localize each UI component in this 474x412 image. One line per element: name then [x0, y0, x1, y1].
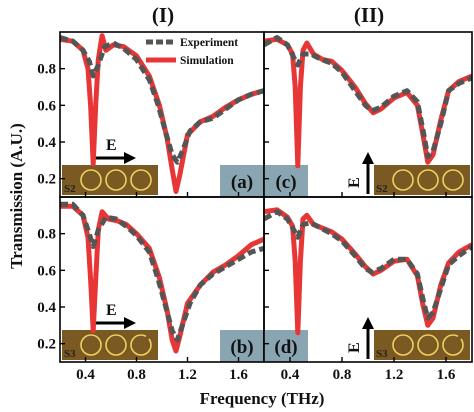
field-label: E [106, 302, 117, 319]
field-label: E [106, 137, 117, 154]
panel-b: S3 E (b) 0.2 0.4 0.6 0.8 0.4 0.8 1.2 1.6 [37, 196, 265, 383]
panel-label-box [264, 330, 308, 362]
panel-c: S2 E (c) [263, 31, 473, 198]
y-tick-label: 0.4 [37, 300, 56, 316]
field-arrow: E [346, 317, 374, 359]
field-label: E [346, 342, 363, 353]
sample-inset: S3 [374, 330, 470, 360]
legend-label-simulation: Simulation [180, 55, 234, 67]
x-tick-label: 0.4 [76, 367, 95, 383]
y-tick-label: 0.2 [37, 172, 56, 188]
arrow-head [362, 317, 374, 329]
sample-label: S3 [376, 348, 388, 360]
simulation-line [60, 203, 264, 354]
y-axis-label: Transmission (A.U.) [7, 123, 26, 269]
panel-label: (a) [231, 172, 253, 193]
y-tick-label: 0.8 [37, 62, 56, 78]
field-arrow: E [92, 302, 136, 329]
panel-a: S2 E (a) 0.2 0.4 0.6 0.8 Experiment Simulation [37, 31, 265, 198]
sample-inset: S2 [62, 165, 158, 195]
sample-label: S2 [64, 183, 76, 195]
y-tick-label: 0.8 [37, 227, 56, 243]
ring-resonator [417, 169, 439, 191]
ring-resonator [392, 169, 414, 191]
ring-resonator [105, 169, 127, 191]
experiment-line [264, 209, 472, 321]
panel-label: (b) [230, 337, 253, 358]
x-tick-label: 1.2 [178, 367, 197, 383]
y-tick-label: 0.6 [37, 263, 56, 279]
arrow-head [124, 317, 136, 329]
plot-frame [263, 196, 473, 363]
x-tick-label: 1.6 [229, 367, 248, 383]
panel-label-box [264, 165, 308, 197]
panel-label: (d) [274, 337, 297, 358]
x-tick-label: 0.4 [281, 367, 300, 383]
ring-resonator [80, 169, 102, 191]
experiment-line [60, 201, 264, 343]
panels: S2E(a)0.20.40.60.8ExperimentSimulationS2… [37, 31, 473, 383]
inset-background [62, 165, 158, 195]
x-tick-label: 1.6 [437, 367, 456, 383]
experiment-line [264, 35, 472, 160]
ring-resonator [417, 334, 439, 356]
legend: Experiment Simulation [146, 37, 238, 67]
ring-resonator [105, 334, 127, 356]
y-tick-label: 0.2 [37, 337, 56, 353]
sample-label: S3 [64, 348, 76, 360]
sample-label: S2 [376, 183, 388, 195]
field-arrow: E [92, 137, 136, 164]
x-tick-label: 1.2 [385, 367, 404, 383]
inset-background [374, 165, 470, 195]
arrow-head [362, 152, 374, 164]
x-tick-label: 0.8 [127, 367, 146, 383]
panel-label: (c) [275, 172, 296, 193]
y-tick-label: 0.6 [37, 98, 56, 114]
ring-resonator [130, 169, 152, 191]
field-label: E [346, 177, 363, 188]
ring-resonator [442, 169, 464, 191]
ring-resonator [80, 334, 102, 356]
y-tick-label: 0.4 [37, 135, 56, 151]
panel-label-box [220, 330, 264, 362]
panel-d: S3 E (d) 0.4 0.8 1.2 1.6 [263, 196, 473, 383]
sample-inset: S2 [374, 165, 470, 195]
x-axis-label: Frequency (THz) [200, 389, 325, 408]
column-header-2: (II) [354, 3, 384, 27]
field-arrow: E [346, 152, 374, 194]
x-tick-label: 0.8 [333, 367, 352, 383]
ring-resonator [130, 334, 152, 356]
panel-label-box [220, 165, 264, 197]
ring-resonator [442, 334, 464, 356]
experiment-line [60, 35, 264, 165]
arrow-head [124, 152, 136, 164]
legend-label-experiment: Experiment [180, 37, 238, 49]
column-header-1: (I) [152, 3, 174, 27]
sample-inset: S3 [62, 330, 158, 360]
ring-resonator [392, 334, 414, 356]
